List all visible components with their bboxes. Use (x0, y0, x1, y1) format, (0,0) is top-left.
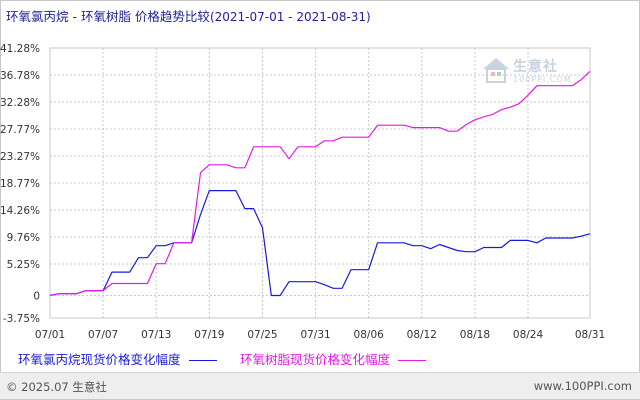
line-chart: 41.28% 36.78% 32.28% 27.77% 23.27% 18.77% 14.2… (0, 43, 605, 341)
y-tick-label: -3.75% (3, 313, 40, 325)
watermark-brand: 生意社 (513, 59, 558, 75)
chart-title: 环氧氯丙烷 - 环氧树脂 价格趋势比较(2021-07-01 - 2021-08… (6, 6, 371, 25)
legend-item-series1: 环氧氯丙烷现货价格变化幅度 (18, 349, 217, 368)
house-icon (483, 58, 509, 83)
y-tick-label: 23.27% (0, 151, 40, 163)
legend-swatch-series2 (398, 360, 427, 361)
legend-label-series1: 环氧氯丙烷现货价格变化幅度 (18, 352, 181, 367)
chart-title-main: 环氧氯丙烷 - 环氧树脂 价格趋势比较 (6, 9, 210, 24)
y-tick-label: 41.28% (0, 43, 40, 55)
x-tick-label: 08/12 (407, 329, 437, 341)
x-tick-label: 07/25 (247, 329, 277, 341)
x-tick-label: 07/31 (300, 329, 330, 341)
x-tick-label: 08/18 (460, 329, 490, 341)
watermark-url: 100PPI.COM (513, 75, 572, 84)
watermark-logo: 生意社 100PPI.COM (481, 55, 581, 91)
x-tick-label: 08/31 (575, 329, 605, 341)
x-tick-label: 07/19 (194, 329, 224, 341)
x-tick-label: 08/06 (354, 329, 385, 341)
y-tick-label: 14.26% (0, 205, 40, 217)
series-layer (49, 70, 591, 297)
y-tick-label: 36.78% (0, 70, 40, 82)
y-tick-label: 5.25% (7, 259, 40, 271)
legend-label-series2: 环氧树脂现货价格变化幅度 (240, 352, 391, 367)
y-axis-labels: 41.28% 36.78% 32.28% 27.77% 23.27% 18.77% 14.2… (0, 43, 40, 325)
footer-bar: © 2025.07 生意社 www.100PPI.com (0, 372, 640, 399)
y-tick-label: 9.76% (7, 232, 40, 244)
y-tick-label: 32.28% (0, 97, 40, 109)
legend: 环氧氯丙烷现货价格变化幅度 环氧树脂现货价格变化幅度 (0, 349, 640, 371)
website-link[interactable]: www.100PPI.com (533, 379, 632, 393)
x-axis-labels: 07/01 07/07 07/13 07/19 07/25 07/31 08/06 08/12… (35, 329, 605, 341)
y-tick-label: 18.77% (0, 178, 40, 190)
legend-swatch-series1 (188, 360, 217, 361)
series-line-2 (49, 70, 591, 297)
series-line-1 (49, 190, 591, 297)
grid-layer (49, 47, 591, 319)
copyright-text: © 2025.07 生意社 (6, 380, 107, 394)
x-tick-label: 07/07 (88, 329, 118, 341)
legend-item-series2: 环氧树脂现货价格变化幅度 (240, 349, 427, 368)
chart-title-range: (2021-07-01 - 2021-08-31) (209, 10, 371, 24)
y-tick-label: 0 (33, 291, 40, 303)
x-tick-label: 07/01 (35, 329, 65, 341)
x-tick-label: 07/13 (141, 329, 171, 341)
x-tick-label: 08/24 (513, 329, 544, 341)
y-tick-label: 27.77% (0, 124, 40, 136)
